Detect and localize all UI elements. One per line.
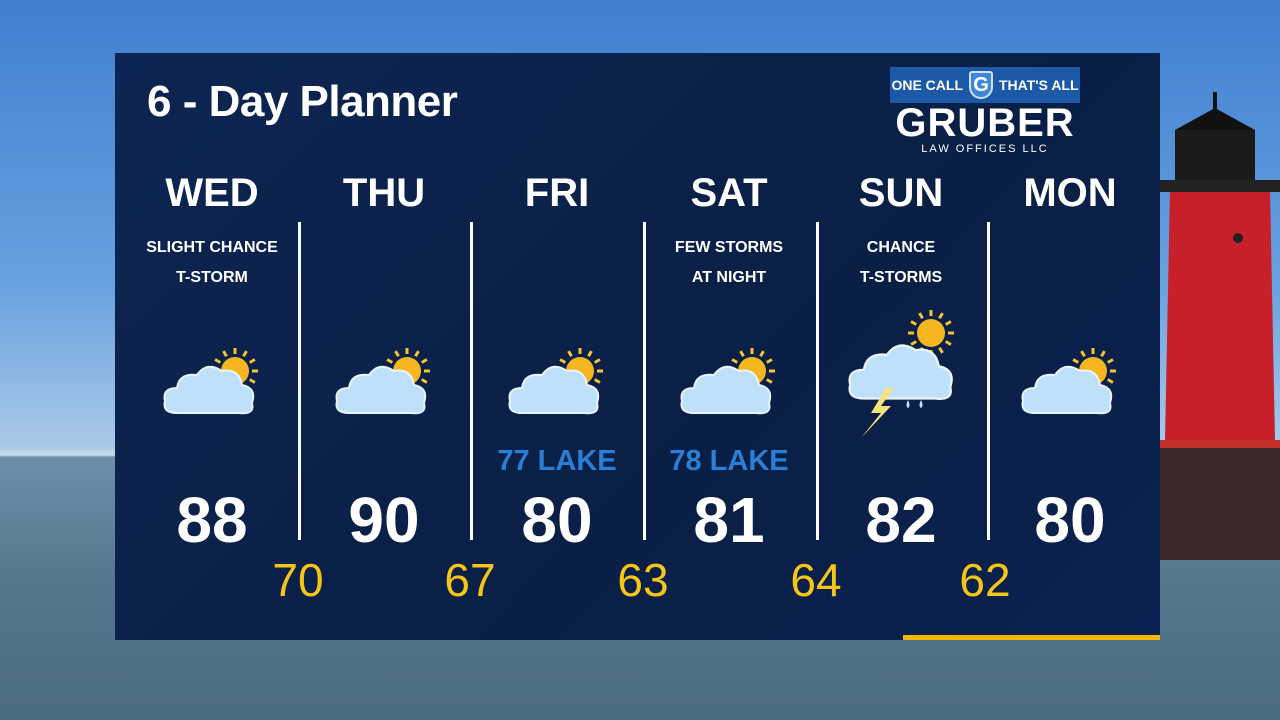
lighthouse-image xyxy=(1160,92,1280,560)
sponsor-logo: ONE CALL G THAT'S ALL GRUBER LAW OFFICES L… xyxy=(890,67,1080,155)
thunderstorm-icon xyxy=(815,310,987,453)
day-name: SAT xyxy=(690,171,768,215)
logo-tagline: THAT'S ALL xyxy=(999,77,1079,93)
partly-cloudy-icon xyxy=(126,343,298,453)
high-temp: 80 xyxy=(521,484,593,556)
forecast-panel: 6 - Day Planner ONE CALL G THAT'S ALL GRUB… xyxy=(115,53,1160,640)
day-name: THU xyxy=(342,171,426,215)
day-name: MON xyxy=(1023,171,1117,215)
logo-tagline: ONE CALL xyxy=(891,77,963,93)
day-name: FRI xyxy=(524,171,590,215)
day-column-fri: FRI 77 LAKE 80 xyxy=(471,171,643,556)
page-title: 6 - Day Planner xyxy=(147,77,458,126)
low-temp: 62 xyxy=(959,554,1011,606)
day-column-wed: WED SLIGHT CHANCE T-STORM 88 xyxy=(126,171,298,556)
accent-bar xyxy=(903,635,1160,640)
low-temp: 70 xyxy=(272,554,324,606)
day-name: WED xyxy=(165,171,259,215)
logo-name: GRUBER xyxy=(895,101,1075,145)
low-temp: 63 xyxy=(617,554,669,606)
high-temp: 88 xyxy=(176,484,248,556)
day-column-mon: MON 80 xyxy=(984,171,1156,556)
high-temp: 80 xyxy=(1034,484,1106,556)
lake-temp: 78 LAKE xyxy=(669,445,789,477)
high-temp: 82 xyxy=(865,484,937,556)
column-divider xyxy=(298,222,301,540)
day-condition: SLIGHT CHANCE T-STORM xyxy=(146,239,278,286)
partly-cloudy-icon xyxy=(643,343,815,453)
day-condition xyxy=(298,233,470,343)
day-column-thu: THU 90 xyxy=(298,171,470,556)
day-condition: CHANCE T-STORMS xyxy=(859,239,943,286)
high-temp: 90 xyxy=(348,484,420,556)
day-name: SUN xyxy=(858,171,944,215)
column-divider xyxy=(987,222,990,540)
column-divider xyxy=(816,222,819,540)
logo-sub: LAW OFFICES LLC xyxy=(921,143,1049,155)
day-condition xyxy=(471,233,643,343)
day-condition xyxy=(984,233,1156,343)
lake-temp: 77 LAKE xyxy=(497,445,617,477)
column-divider xyxy=(470,222,473,540)
column-divider xyxy=(643,222,646,540)
day-column-sat: SAT FEW STORMS AT NIGHT 78 LAKE 81 xyxy=(643,171,815,556)
high-temp: 81 xyxy=(693,484,765,556)
partly-cloudy-icon xyxy=(298,343,470,453)
partly-cloudy-icon xyxy=(471,343,643,453)
low-temp: 67 xyxy=(444,554,496,606)
partly-cloudy-icon xyxy=(984,343,1156,453)
low-temp: 64 xyxy=(790,554,842,606)
shield-icon: G xyxy=(969,71,993,99)
day-column-sun: SUN CHANCE T-STORMS 82 xyxy=(815,171,987,556)
day-condition: FEW STORMS AT NIGHT xyxy=(674,239,784,286)
